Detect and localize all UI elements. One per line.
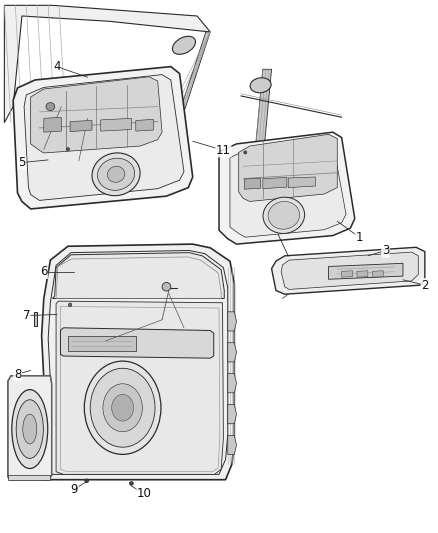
Polygon shape <box>272 247 425 294</box>
Ellipse shape <box>103 384 142 432</box>
Polygon shape <box>42 244 234 480</box>
Polygon shape <box>230 139 346 237</box>
Text: 10: 10 <box>137 487 152 500</box>
Polygon shape <box>53 253 224 298</box>
Polygon shape <box>136 119 153 131</box>
Ellipse shape <box>173 36 195 54</box>
Polygon shape <box>228 343 237 362</box>
Text: 9: 9 <box>71 483 78 496</box>
Polygon shape <box>60 328 214 358</box>
Polygon shape <box>68 336 136 351</box>
Text: 3: 3 <box>382 244 389 257</box>
Ellipse shape <box>68 303 72 307</box>
Ellipse shape <box>16 400 43 458</box>
Text: 6: 6 <box>40 265 48 278</box>
Polygon shape <box>70 120 92 132</box>
Polygon shape <box>228 435 237 455</box>
Polygon shape <box>263 177 287 189</box>
Text: 4: 4 <box>53 60 61 73</box>
Polygon shape <box>281 252 418 289</box>
Polygon shape <box>13 67 193 209</box>
Ellipse shape <box>263 197 304 233</box>
Text: 7: 7 <box>22 309 30 322</box>
Ellipse shape <box>46 102 55 110</box>
Polygon shape <box>8 475 50 480</box>
Ellipse shape <box>244 151 247 154</box>
Ellipse shape <box>112 394 134 421</box>
Ellipse shape <box>107 166 125 182</box>
Ellipse shape <box>268 201 300 229</box>
Ellipse shape <box>85 361 161 454</box>
Polygon shape <box>56 301 223 474</box>
Polygon shape <box>34 312 37 326</box>
Polygon shape <box>254 69 272 163</box>
Polygon shape <box>101 118 131 131</box>
Polygon shape <box>8 376 52 480</box>
Ellipse shape <box>23 414 37 444</box>
Ellipse shape <box>85 479 88 483</box>
Ellipse shape <box>66 148 70 151</box>
Polygon shape <box>342 271 353 277</box>
Polygon shape <box>228 405 237 424</box>
Ellipse shape <box>92 153 140 196</box>
Polygon shape <box>328 263 403 279</box>
Text: 1: 1 <box>355 231 363 244</box>
Polygon shape <box>44 117 61 132</box>
Polygon shape <box>228 374 237 393</box>
Polygon shape <box>239 134 337 201</box>
Ellipse shape <box>130 482 133 485</box>
Ellipse shape <box>12 390 48 469</box>
Text: 5: 5 <box>18 156 25 169</box>
Ellipse shape <box>90 368 155 447</box>
Polygon shape <box>31 77 162 153</box>
Polygon shape <box>288 177 315 188</box>
Polygon shape <box>228 312 237 331</box>
Polygon shape <box>357 271 368 277</box>
Polygon shape <box>24 75 184 200</box>
Text: 2: 2 <box>421 279 429 292</box>
Polygon shape <box>4 5 210 123</box>
Ellipse shape <box>162 282 171 291</box>
Text: 8: 8 <box>14 368 21 381</box>
Ellipse shape <box>98 158 134 190</box>
Ellipse shape <box>250 78 271 93</box>
Polygon shape <box>244 178 261 189</box>
Text: 11: 11 <box>216 144 231 157</box>
Polygon shape <box>219 132 355 244</box>
Polygon shape <box>372 271 383 277</box>
Polygon shape <box>162 32 210 165</box>
